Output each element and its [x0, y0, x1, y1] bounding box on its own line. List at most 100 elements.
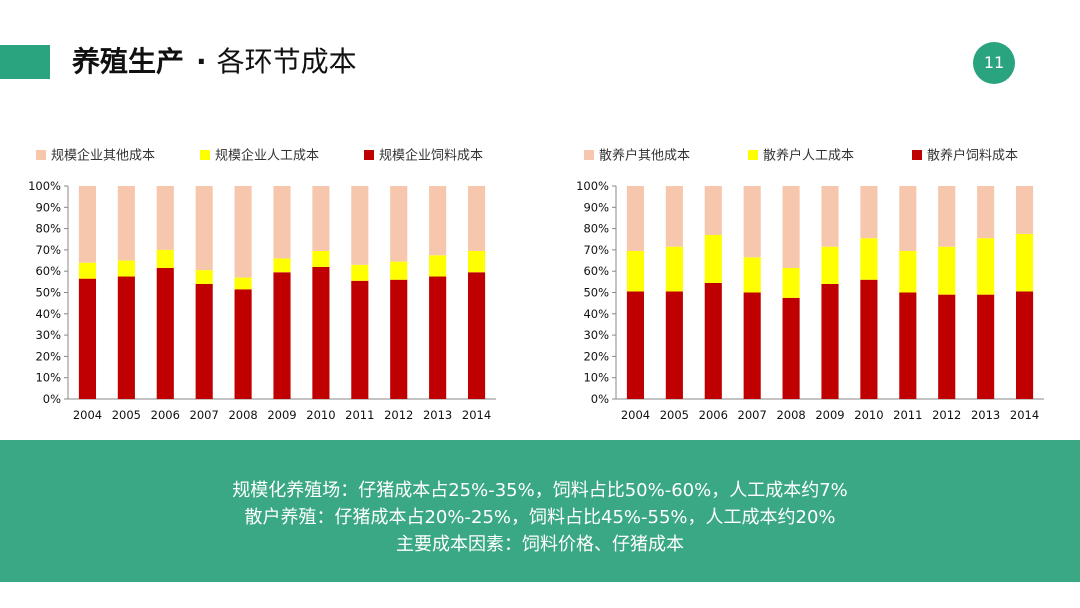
y-tick-label: 100%	[576, 179, 609, 193]
bar-segment	[78, 186, 97, 263]
bar-segment	[273, 272, 291, 399]
chart-backyard-farmer: 散养户其他成本 散养户人工成本 散养户饲料成本 0% 10% 20% 30% 40% 50% 60…	[576, 148, 1044, 422]
legend-label: 散养户其他成本	[599, 148, 690, 164]
legend-label: 规模企业其他成本	[51, 148, 155, 164]
x-tick-label: 2014	[1010, 408, 1039, 422]
y-tick-label: 80%	[35, 222, 61, 236]
bar-segment	[312, 250, 330, 267]
legend-swatch	[364, 150, 374, 160]
x-tick-label: 2012	[932, 408, 961, 422]
legend-item: 规模企业其他成本	[36, 148, 155, 164]
bar-segment	[899, 250, 917, 293]
y-tick-label: 60%	[583, 264, 609, 278]
bar-segment	[899, 186, 917, 251]
legend-swatch	[200, 150, 210, 160]
bar-segment	[467, 186, 486, 251]
y-tick-label: 70%	[35, 243, 61, 257]
bar-segment	[860, 279, 878, 399]
bar-segment	[1015, 233, 1034, 292]
bar-segment	[743, 257, 761, 293]
bar-segment	[743, 292, 761, 399]
page-number-badge: 11	[973, 42, 1015, 84]
y-tick-label: 70%	[583, 243, 609, 257]
bar-segment	[977, 294, 995, 399]
bar-segment	[626, 291, 645, 399]
x-tick-label: 2004	[621, 408, 650, 422]
summary-line-3: 主要成本因素：饲料价格、仔猪成本	[396, 534, 684, 555]
bar-segment	[860, 186, 878, 239]
bar-segment	[782, 268, 800, 298]
bar-segment	[782, 297, 800, 399]
x-tick-label: 2004	[73, 408, 102, 422]
legend-label: 散养户人工成本	[763, 148, 854, 164]
bar-segment	[234, 289, 252, 399]
x-tick-label: 2010	[306, 408, 335, 422]
x-tick-label: 2011	[893, 408, 922, 422]
bar-segment	[351, 280, 369, 399]
x-tick-label: 2014	[462, 408, 491, 422]
bar-segment	[1015, 186, 1034, 234]
y-tick-label: 10%	[35, 371, 61, 385]
y-tick-label: 50%	[35, 286, 61, 300]
y-tick-label: 100%	[28, 179, 61, 193]
summary-line-2: 散户养殖：仔猪成本占20%-25%，饲料占比45%-55%，人工成本约20%	[244, 507, 836, 528]
x-tick-label: 2007	[738, 408, 767, 422]
bar-segment	[977, 186, 995, 239]
bar-segment	[938, 186, 956, 247]
bar-segment	[743, 186, 761, 258]
bar-segment	[899, 292, 917, 399]
y-tick-label: 40%	[583, 307, 609, 321]
bar-segment	[117, 260, 135, 277]
bar-segment	[312, 266, 330, 399]
bar-segment	[704, 282, 722, 399]
x-tick-label: 2012	[384, 408, 413, 422]
bar-segment	[117, 276, 135, 399]
bar-segment	[467, 272, 486, 399]
legend-swatch	[584, 150, 594, 160]
bar-segment	[273, 186, 291, 259]
y-tick-label: 20%	[35, 349, 61, 363]
bar-segment	[78, 262, 97, 279]
y-tick-label: 10%	[583, 371, 609, 385]
bar-segment	[704, 234, 722, 283]
bar-segment	[351, 264, 369, 281]
title-accent-bar	[0, 45, 50, 79]
x-tick-label: 2009	[267, 408, 296, 422]
legend-item: 散养户饲料成本	[912, 148, 1018, 164]
bar-segment	[195, 270, 213, 284]
x-tick-label: 2011	[345, 408, 374, 422]
legend-item: 规模企业饲料成本	[364, 148, 483, 164]
y-tick-label: 80%	[583, 222, 609, 236]
legend-swatch	[36, 150, 46, 160]
bar-segment	[821, 283, 839, 399]
legend-label: 规模企业饲料成本	[379, 148, 483, 164]
summary-panel: 规模化养殖场：仔猪成本占25%-35%，饲料占比50%-60%，人工成本约7% …	[0, 440, 1080, 582]
bar-segment	[821, 186, 839, 247]
x-tick-label: 2008	[228, 408, 257, 422]
y-tick-label: 40%	[35, 307, 61, 321]
x-tick-label: 2013	[423, 408, 452, 422]
bar-segment	[273, 258, 291, 273]
page-title: 养殖生产 · 各环节成本	[72, 42, 357, 82]
y-tick-label: 0%	[591, 392, 609, 406]
bar-segment	[156, 268, 174, 399]
bar-segment	[390, 279, 408, 399]
bar-segment	[665, 291, 683, 399]
bar-segment	[78, 278, 97, 399]
bar-segment	[429, 276, 447, 399]
title-separator: ·	[196, 45, 207, 78]
summary-line-1: 规模化养殖场：仔猪成本占25%-35%，饲料占比50%-60%，人工成本约7%	[232, 480, 848, 501]
bar-segment	[312, 186, 330, 251]
bar-segment	[665, 246, 683, 292]
legend-item: 规模企业人工成本	[200, 148, 319, 164]
bar-segment	[782, 186, 800, 269]
legend-swatch	[748, 150, 758, 160]
bar-segment	[195, 283, 213, 399]
title-bold: 养殖生产	[72, 45, 185, 78]
x-tick-label: 2006	[151, 408, 180, 422]
legend-swatch	[912, 150, 922, 160]
x-tick-label: 2013	[971, 408, 1000, 422]
y-tick-label: 30%	[35, 328, 61, 342]
y-tick-label: 60%	[35, 264, 61, 278]
x-tick-label: 2006	[699, 408, 728, 422]
